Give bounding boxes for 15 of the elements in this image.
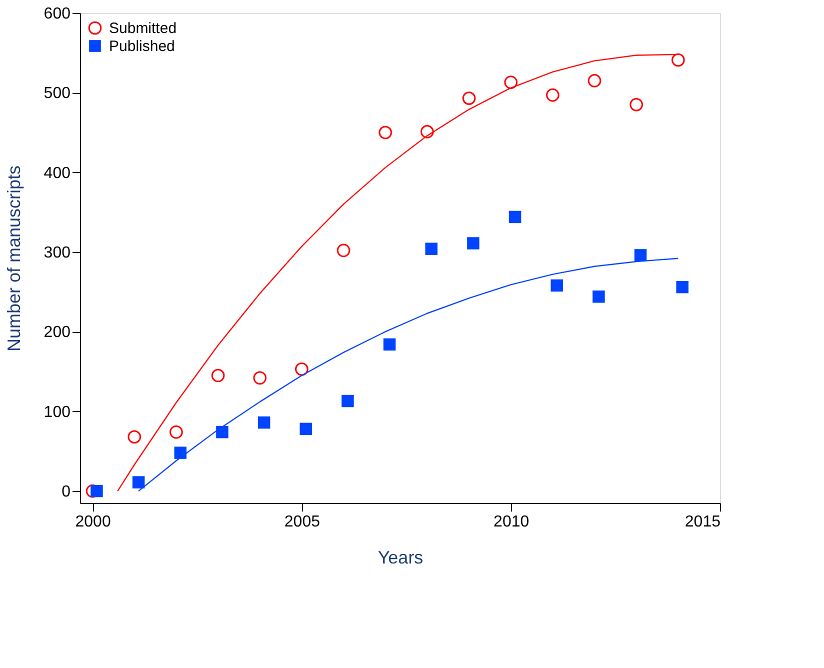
y-tick-label: 100 [44, 404, 71, 421]
y-tick-label: 600 [44, 6, 71, 22]
x-axis-title: Years [378, 548, 424, 568]
legend-label: Published [109, 38, 175, 55]
y-axis-title: Number of manuscripts [4, 165, 24, 352]
y-tick-label: 500 [44, 85, 71, 102]
x-tick-label: 2000 [75, 514, 111, 530]
x-tick-label: 2005 [284, 514, 320, 530]
y-tick-label: 200 [44, 324, 71, 342]
x-tick-label: 2015 [684, 514, 721, 530]
legend-label: Submitted [109, 20, 177, 37]
x-tick-label: 2010 [494, 514, 530, 530]
y-tick-label: 300 [44, 244, 71, 262]
y-tick-label: 0 [62, 484, 71, 501]
y-tick-label: 400 [44, 164, 71, 182]
